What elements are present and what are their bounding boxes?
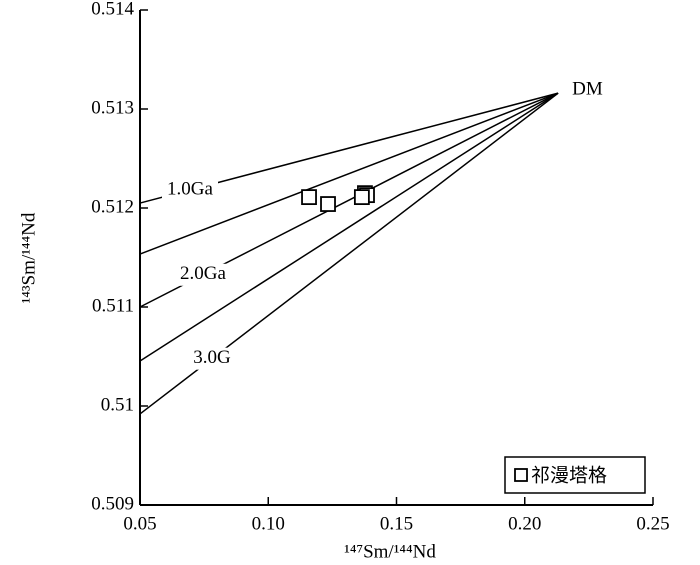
x-tick-label: 0.25 — [636, 513, 669, 534]
y-tick-label: 0.512 — [91, 196, 134, 217]
isochron-label: 3.0G — [193, 347, 231, 368]
x-tick-label: 0.10 — [252, 513, 285, 534]
y-tick-label: 0.509 — [91, 493, 134, 514]
y-tick-label: 0.511 — [92, 295, 134, 316]
isochron-line — [139, 92, 559, 362]
label-background — [184, 347, 240, 370]
label-background — [162, 178, 218, 201]
x-tick-label: 0.15 — [380, 513, 413, 534]
data-point — [301, 189, 317, 206]
x-axis-label: ¹⁴⁷Sm/¹⁴⁴Nd — [344, 541, 436, 562]
y-tick-label: 0.51 — [101, 394, 134, 415]
x-tick-label: 0.05 — [123, 513, 156, 534]
legend-label: 祁漫塔格 — [531, 465, 607, 487]
label-background — [175, 263, 231, 286]
x-tick-label: 0.20 — [508, 513, 541, 534]
isochron-label: 1.0Ga — [167, 178, 213, 199]
y-axis-label: ¹⁴³Sm/¹⁴⁴Nd — [18, 212, 39, 303]
data-point — [353, 189, 370, 206]
legend-marker — [514, 468, 528, 482]
y-tick-label: 0.513 — [91, 97, 134, 118]
isochron-line — [139, 92, 559, 255]
annotation: DM — [572, 79, 603, 100]
data-point — [320, 196, 336, 212]
y-tick-label: 0.514 — [91, 0, 134, 19]
isochron-label: 2.0Ga — [180, 263, 226, 284]
legend-box — [504, 456, 646, 494]
